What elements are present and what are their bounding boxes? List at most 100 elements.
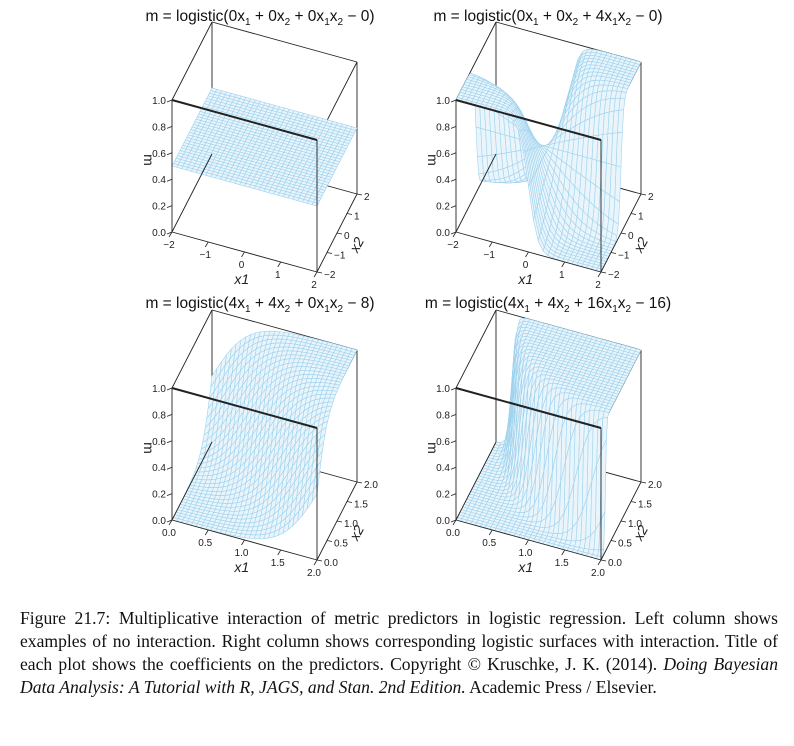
surface-mesh bbox=[455, 48, 642, 273]
surface-cell bbox=[619, 91, 627, 99]
y-tick-label: 2 bbox=[364, 192, 370, 203]
box-edge bbox=[171, 309, 213, 389]
y-tick bbox=[326, 540, 333, 542]
y-tick bbox=[346, 213, 353, 215]
panel-title: m = logistic(4x1 + 4x2 + 16x1x2 − 16) bbox=[424, 295, 672, 316]
z-tick bbox=[450, 178, 457, 182]
surface-cell bbox=[602, 411, 610, 419]
y-tick-label: −1 bbox=[334, 251, 346, 262]
z-tick bbox=[450, 414, 457, 417]
x-tick bbox=[241, 539, 245, 546]
z-tick bbox=[166, 466, 173, 470]
x-tick-label: 0 bbox=[239, 260, 245, 271]
x-tick bbox=[313, 559, 318, 566]
y-axis-label: x2 bbox=[346, 522, 368, 544]
z-tick bbox=[450, 231, 457, 235]
x-tick-label: 1.5 bbox=[555, 558, 569, 569]
z-tick-label: 1.0 bbox=[436, 384, 450, 395]
caption-publisher: Academic Press / Elsevier. bbox=[469, 677, 657, 697]
x-tick bbox=[488, 241, 493, 248]
z-tick-label: 0.4 bbox=[152, 175, 166, 186]
surface-cell bbox=[617, 109, 624, 134]
z-axis-label: m bbox=[425, 154, 441, 166]
y-tick bbox=[336, 232, 343, 235]
surface-mesh bbox=[455, 317, 642, 561]
x-tick bbox=[561, 549, 566, 556]
x-tick bbox=[452, 231, 457, 238]
caption-label: Figure 21.7: bbox=[20, 608, 111, 628]
y-tick-label: 1.5 bbox=[638, 500, 652, 511]
x-tick bbox=[168, 519, 173, 526]
z-tick bbox=[166, 126, 173, 129]
surface-cell bbox=[615, 131, 623, 168]
y-tick bbox=[316, 559, 323, 562]
z-tick-label: 0.4 bbox=[436, 463, 450, 474]
x-tick-label: −1 bbox=[484, 250, 496, 261]
x-tick bbox=[277, 549, 282, 556]
z-tick-label: 0.8 bbox=[436, 122, 450, 133]
x-tick-label: 1.5 bbox=[271, 558, 285, 569]
y-tick-label: 1.0 bbox=[344, 519, 358, 530]
z-tick-label: 0.6 bbox=[152, 437, 166, 448]
z-axis-label: m bbox=[141, 442, 157, 454]
y-tick bbox=[640, 481, 647, 484]
z-tick bbox=[450, 205, 457, 208]
y-tick-label: 0 bbox=[628, 231, 634, 242]
z-axis-label: m bbox=[425, 442, 441, 454]
x-axis-label: x1 bbox=[517, 559, 533, 575]
box-edge bbox=[171, 21, 213, 101]
x-tick-label: 1.0 bbox=[519, 548, 533, 559]
surface-panel: m = logistic(0x1 + 0x2 + 4x1x2 − 0) 0.0 0.… bbox=[425, 8, 663, 291]
surface-panel: m = logistic(4x1 + 4x2 + 16x1x2 − 16) 0.0… bbox=[424, 295, 672, 579]
x-tick-label: 0.5 bbox=[482, 538, 496, 549]
z-tick-label: 0.2 bbox=[152, 202, 166, 213]
y-tick bbox=[640, 193, 647, 196]
z-tick bbox=[166, 178, 173, 182]
y-tick-label: −2 bbox=[608, 270, 620, 281]
x-tick bbox=[525, 539, 529, 546]
y-axis-label: x2 bbox=[346, 234, 368, 256]
x-tick-label: 1 bbox=[559, 270, 565, 281]
x-tick bbox=[488, 529, 493, 536]
y-tick-label: 1 bbox=[638, 212, 644, 223]
surface-cell bbox=[613, 198, 620, 225]
z-tick bbox=[166, 519, 173, 523]
box-edge bbox=[211, 21, 358, 63]
box-edge bbox=[455, 309, 497, 389]
surface-cell bbox=[614, 165, 622, 203]
surface-cell bbox=[329, 393, 337, 399]
x-tick-label: −1 bbox=[200, 250, 212, 261]
y-tick-label: 0.5 bbox=[334, 539, 348, 550]
z-tick bbox=[450, 126, 457, 129]
surface-cell bbox=[618, 97, 626, 111]
z-tick bbox=[450, 440, 457, 444]
y-tick-label: 1 bbox=[354, 212, 360, 223]
z-tick-label: 1.0 bbox=[436, 96, 450, 107]
x-tick bbox=[277, 261, 282, 268]
x-tick-label: 2 bbox=[595, 280, 601, 291]
panel-title-text: m = logistic(4x1 + 4x2 + 16x1x2 − 16) bbox=[424, 295, 672, 316]
y-tick bbox=[630, 501, 637, 503]
z-tick-label: 0.2 bbox=[436, 490, 450, 501]
x-tick-label: 2.0 bbox=[307, 568, 321, 579]
x-tick-label: 1 bbox=[275, 270, 281, 281]
x-tick bbox=[313, 271, 318, 278]
x-tick-label: 1.0 bbox=[235, 548, 249, 559]
y-tick bbox=[356, 481, 363, 484]
z-tick-label: 0.6 bbox=[436, 149, 450, 160]
x-tick-label: −2 bbox=[447, 240, 459, 251]
z-tick-label: 0.0 bbox=[152, 516, 166, 527]
surface-panel: m = logistic(4x1 + 4x2 + 0x1x2 − 8)0.00.… bbox=[141, 295, 378, 579]
box-edge bbox=[171, 153, 213, 233]
y-tick bbox=[600, 271, 607, 274]
y-tick bbox=[356, 193, 363, 196]
y-tick bbox=[346, 501, 353, 503]
z-tick bbox=[166, 205, 173, 208]
x-tick bbox=[204, 241, 209, 248]
z-tick-label: 0.0 bbox=[436, 516, 450, 527]
x-tick-label: 0.5 bbox=[198, 538, 212, 549]
z-tick-label: 0.6 bbox=[152, 149, 166, 160]
z-tick bbox=[450, 466, 457, 470]
z-tick-label: 0.8 bbox=[152, 410, 166, 421]
